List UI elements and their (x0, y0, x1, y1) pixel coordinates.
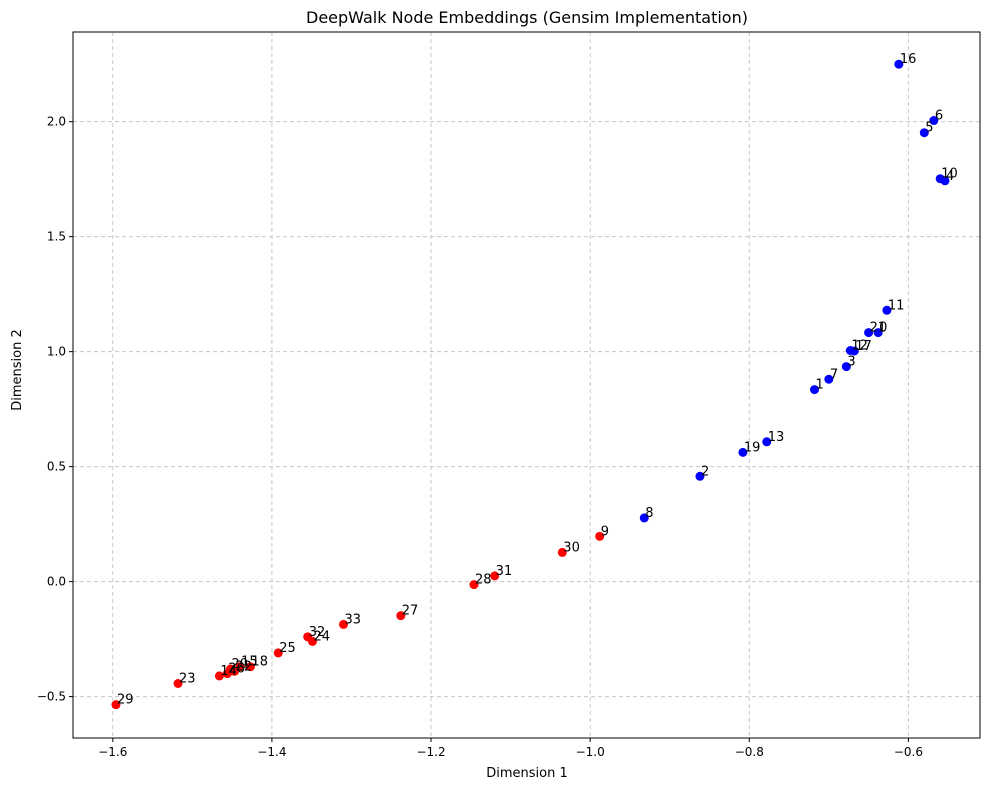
data-point (762, 437, 772, 447)
point-label: 10 (941, 167, 958, 182)
data-point (557, 547, 567, 557)
data-point (595, 531, 605, 541)
point-label: 9 (601, 524, 609, 539)
data-point (873, 328, 883, 338)
x-axis-ticks: −1.6 −1.4 −1.2 −1.0 −0.8 −0.6 (98, 738, 923, 759)
point-labels: 1665104112101217371131928930312827333224… (117, 52, 958, 707)
point-label: 33 (345, 612, 362, 627)
data-point (882, 305, 892, 315)
data-point (111, 700, 121, 710)
point-label: 19 (744, 440, 761, 455)
y-axis-ticks: −0.5 0.0 0.5 1.0 1.5 2.0 (37, 115, 73, 704)
point-label: 32 (309, 625, 326, 640)
data-point (919, 128, 929, 138)
point-label: 0 (879, 321, 887, 336)
data-point (222, 669, 232, 679)
data-point (639, 513, 649, 523)
x-tick-label: −0.6 (894, 745, 923, 759)
point-label: 7 (830, 367, 838, 382)
point-label: 12 (851, 339, 868, 354)
point-label: 11 (888, 298, 905, 313)
data-point (245, 662, 255, 672)
data-point (738, 447, 748, 457)
point-label: 20 (232, 657, 249, 672)
data-point (940, 176, 950, 186)
data-point (214, 671, 224, 681)
x-tick-label: −1.6 (98, 745, 127, 759)
data-point (339, 619, 349, 629)
point-label: 26 (228, 662, 245, 677)
data-point (824, 374, 834, 384)
point-label: 25 (279, 641, 296, 656)
plot-frame (72, 31, 981, 739)
point-label: 5 (925, 121, 933, 136)
x-axis-label: Dimension 1 (486, 766, 568, 781)
y-tick-label: −0.5 (37, 690, 66, 704)
data-point (849, 346, 859, 356)
x-tick-label: −1.2 (416, 745, 445, 759)
point-label: 17 (855, 339, 872, 354)
point-label: 30 (563, 540, 580, 555)
data-point (307, 636, 317, 646)
point-label: 22 (236, 659, 253, 674)
data-point (929, 116, 939, 126)
data-point (864, 328, 874, 338)
point-label: 2 (701, 464, 709, 479)
data-point (273, 648, 283, 658)
x-tick-label: −1.4 (257, 745, 286, 759)
data-point (396, 611, 406, 621)
point-label: 31 (496, 564, 513, 579)
point-label: 3 (847, 355, 855, 370)
grid (73, 32, 980, 738)
point-label: 27 (402, 604, 419, 619)
data-point (810, 385, 820, 395)
data-point (894, 59, 904, 69)
point-label: 18 (251, 655, 268, 670)
point-label: 16 (900, 52, 917, 67)
data-point (841, 362, 851, 372)
point-label: 6 (935, 109, 943, 124)
data-point (173, 678, 183, 688)
point-label: 28 (475, 573, 492, 588)
y-tick-label: 0.0 (47, 575, 66, 589)
point-label: 13 (768, 430, 785, 445)
data-point (490, 571, 500, 581)
point-label: 4 (946, 169, 954, 184)
y-tick-label: 0.5 (47, 460, 66, 474)
data-point (230, 666, 240, 676)
x-tick-label: −1.0 (576, 745, 605, 759)
chart-title: DeepWalk Node Embeddings (Gensim Impleme… (306, 8, 748, 27)
point-label: 8 (645, 506, 653, 521)
point-label: 29 (117, 693, 134, 708)
point-label: 21 (870, 321, 887, 336)
x-tick-label: −0.8 (735, 745, 764, 759)
point-label: 15 (241, 655, 258, 670)
data-point (695, 471, 705, 481)
y-tick-label: 1.0 (47, 345, 66, 359)
y-axis-label: Dimension 2 (10, 329, 25, 411)
y-tick-label: 1.5 (47, 230, 66, 244)
point-label: 23 (179, 671, 196, 686)
point-label: 14 (220, 664, 237, 679)
data-points (111, 59, 950, 710)
point-label: 1 (816, 378, 824, 393)
y-tick-label: 2.0 (47, 115, 66, 129)
point-label: 24 (313, 629, 330, 644)
data-point (469, 580, 479, 590)
